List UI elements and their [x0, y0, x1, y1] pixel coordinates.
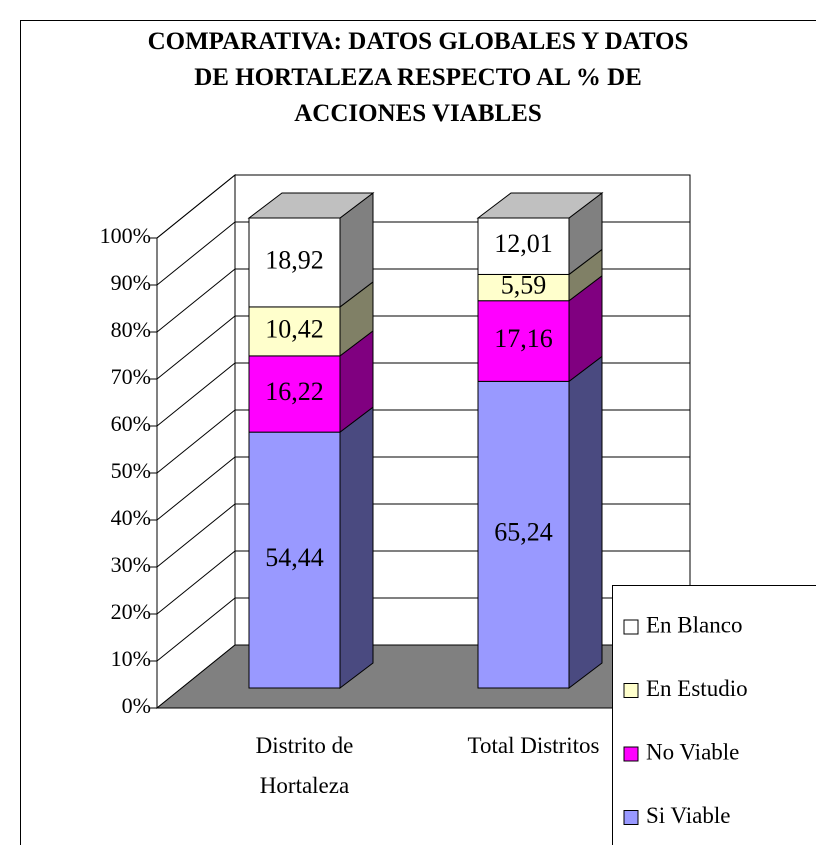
value-label: 12,01: [494, 229, 553, 258]
value-label: 65,24: [494, 518, 553, 547]
y-tick-label: 40%: [111, 505, 151, 530]
value-label: 17,16: [494, 324, 553, 353]
chart-title: COMPARATIVA: DATOS GLOBALES Y DATOS DE H…: [147, 28, 689, 127]
y-tick-label: 70%: [111, 364, 151, 389]
legend-swatch: [623, 683, 639, 698]
y-tick-label: 90%: [111, 270, 151, 295]
y-tick-label: 50%: [111, 458, 151, 483]
bar: [248, 431, 341, 689]
y-tick-label: 20%: [111, 599, 151, 624]
value-label: 54,44: [265, 543, 324, 572]
y-tick-label: 60%: [111, 411, 151, 436]
y-tick-label: 0%: [122, 693, 151, 718]
floor: [155, 644, 692, 709]
legend-label: No Viable: [646, 739, 739, 764]
bar: [248, 355, 341, 433]
legend-label: Si Viable: [646, 803, 730, 828]
value-label: 5,59: [501, 271, 547, 300]
bar-top: [247, 192, 375, 219]
bar: [477, 217, 570, 275]
bar: [248, 217, 341, 308]
bar: [477, 380, 570, 689]
bar-top: [476, 192, 604, 219]
legend-label: En Estudio: [646, 676, 748, 701]
legend-swatch: [623, 746, 639, 762]
legend-label: En Blanco: [646, 612, 742, 637]
bar-side: [339, 406, 374, 690]
value-label: 16,22: [265, 377, 324, 406]
y-tick-label: 80%: [111, 317, 151, 342]
y-tick-label: 100%: [100, 223, 151, 248]
grid-line: [156, 174, 690, 239]
legend-swatch: [623, 810, 639, 825]
bar: [477, 273, 570, 302]
value-label: 10,42: [265, 314, 324, 343]
x-tick-label: Distrito de Hortaleza: [255, 733, 354, 798]
bar-side: [568, 355, 603, 690]
legend: [612, 585, 816, 845]
y-tick-label: 10%: [111, 646, 151, 671]
y-tick-label: 30%: [111, 552, 151, 577]
bar: [477, 300, 570, 382]
value-label: 18,92: [265, 245, 324, 274]
x-tick-label: Total Distritos: [467, 733, 600, 758]
legend-swatch: [623, 619, 639, 635]
